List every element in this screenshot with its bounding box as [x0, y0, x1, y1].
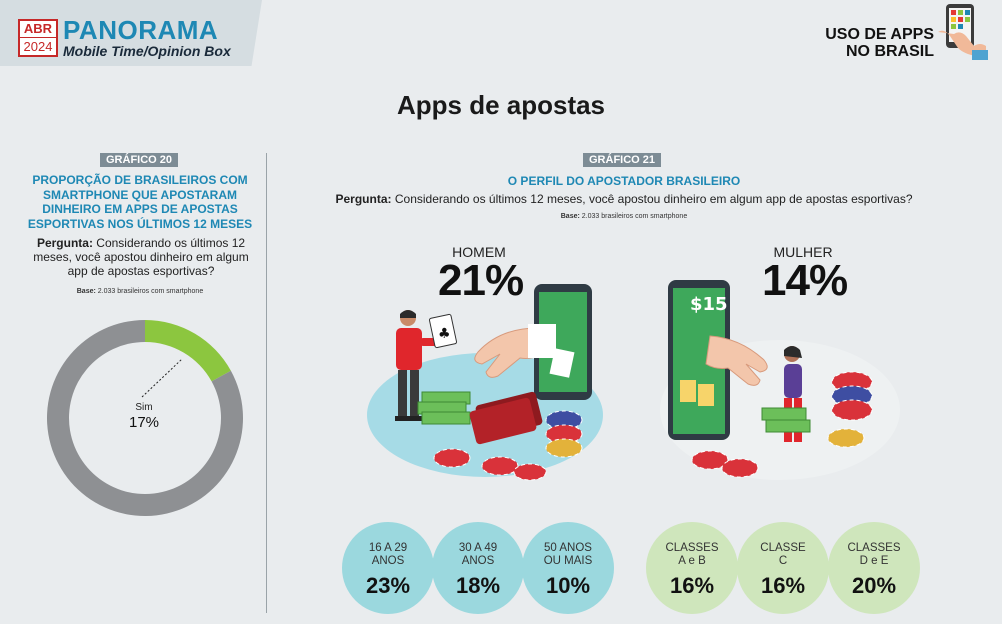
right-chart-title: O PERFIL DO APOSTADOR BRASILEIRO: [507, 174, 741, 188]
page-title: Apps de apostas: [396, 90, 606, 120]
right-question-text: Considerando os últimos 12 meses, você a…: [394, 192, 913, 206]
class-bubble-de: CLASSES D e E 20%: [828, 522, 920, 614]
brand-name: PANORAMA: [63, 15, 219, 45]
gender-women: MULHER 14%: [762, 244, 848, 305]
class-bubble-label: CLASSES D e E: [847, 542, 901, 567]
right-base-text: 2.033 brasileiros com smartphone: [581, 213, 688, 220]
gender-women-value: 14%: [762, 256, 848, 305]
svg-text:♣: ♣: [438, 326, 451, 342]
age-bubble-30-49: 30 A 49 ANOS 18%: [432, 522, 524, 614]
right-base-label: Base:: [560, 213, 580, 220]
class-bubble-c: CLASSE C 16%: [737, 522, 829, 614]
donut-leader-line: [141, 358, 183, 398]
section-label: USO DE APPS NO BRASIL: [825, 26, 934, 60]
donut-label-sim: Sim: [135, 402, 152, 413]
age-bubble-16-29: 16 A 29 ANOS 23%: [342, 522, 434, 614]
phone-in-hand-icon: [938, 4, 988, 60]
class-bubble-label: CLASSES A e B: [665, 542, 719, 567]
badge-year: 2024: [20, 37, 56, 56]
cards-deck-icon: [469, 391, 543, 445]
money-stack-right-icon: [761, 407, 811, 433]
right-question: Pergunta: Considerando os últimos 12 mes…: [270, 192, 978, 206]
phone-left-icon: [534, 284, 592, 400]
age-bubble-label: 50 ANOS OU MAIS: [543, 542, 593, 567]
gender-men-label: HOMEM: [452, 244, 506, 260]
left-base: Base: 2.033 brasileiros com smartphone: [20, 288, 260, 295]
svg-text:$15: $15: [690, 294, 728, 315]
donut-slice-0: [145, 320, 231, 382]
left-question-label: Pergunta:: [36, 236, 93, 250]
age-bubble-50-plus: 50 ANOS OU MAIS 10%: [522, 522, 614, 614]
class-bubble-value: 20%: [851, 573, 897, 598]
chips-right-icon: [691, 371, 873, 478]
hand-right-icon: [705, 335, 768, 386]
right-base: Base: 2.033 brasileiros com smartphone: [270, 213, 978, 220]
money-stack-icon: [417, 391, 471, 425]
man-figure: [395, 310, 446, 421]
column-divider: [266, 153, 267, 613]
age-bubble-label: 30 A 49 ANOS: [458, 542, 498, 567]
age-bubble-label: 16 A 29 ANOS: [368, 542, 408, 567]
playing-card-icon: ♣: [428, 313, 458, 349]
chart-tag-left: GRÁFICO 20: [100, 153, 179, 167]
section-label-line2: NO BRASIL: [846, 43, 934, 60]
gender-men: HOMEM 21%: [438, 244, 524, 305]
betting-illustration: ♣ $15: [367, 280, 900, 481]
donut-value-sim: 17%: [129, 414, 159, 431]
gender-women-label: MULHER: [773, 244, 833, 260]
age-bubble-value: 10%: [545, 573, 591, 598]
left-chart-title: PROPORÇÃO DE BRASILEIROS COM SMARTPHONE …: [27, 173, 253, 231]
class-bubble-ab: CLASSES A e B 16%: [646, 522, 738, 614]
chips-left-icon: [433, 410, 583, 481]
class-bubble-value: 16%: [760, 573, 806, 598]
right-question-label: Pergunta:: [335, 192, 392, 206]
left-question: Pergunta: Considerando os últimos 12 mes…: [30, 236, 252, 278]
badge-month: ABR: [23, 21, 53, 36]
donut-chart: Sim 17%: [46, 320, 243, 516]
left-question-text: Considerando os últimos 12 meses, você a…: [33, 236, 249, 278]
section-label-line1: USO DE APPS: [825, 26, 934, 43]
brand-subtitle: Mobile Time/Opinion Box: [63, 43, 231, 59]
left-base-label: Base:: [76, 288, 96, 295]
class-bubble-value: 16%: [669, 573, 715, 598]
class-bubble-label: CLASSE C: [760, 542, 806, 567]
date-badge: ABR 2024: [18, 19, 58, 57]
age-bubble-value: 23%: [365, 573, 411, 598]
gender-men-value: 21%: [438, 256, 524, 305]
left-base-text: 2.033 brasileiros com smartphone: [97, 288, 204, 295]
chart-tag-right: GRÁFICO 21: [583, 153, 662, 167]
hand-left-icon: [474, 324, 556, 378]
age-bubble-value: 18%: [455, 573, 501, 598]
